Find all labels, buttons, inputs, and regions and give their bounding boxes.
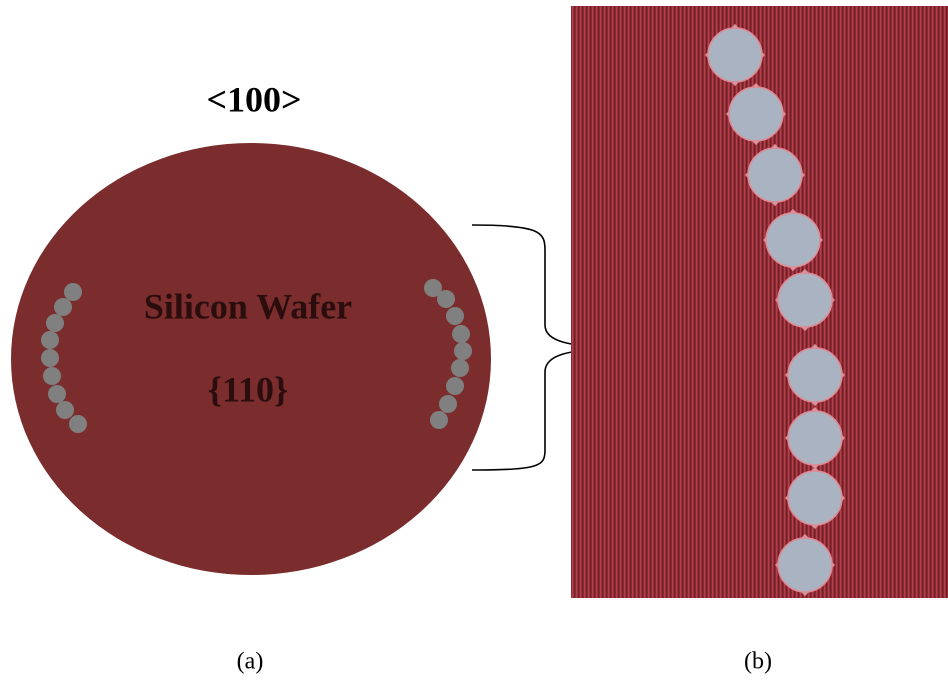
caption-a: (a) <box>237 649 264 675</box>
caption-b: (b) <box>744 649 772 675</box>
wafer-label: Silicon Wafer <box>144 286 352 326</box>
plane-label: {110} <box>208 369 288 409</box>
page: <100> Silicon Wafer {110} (a) (b) (() =>… <box>0 0 948 681</box>
orientation-label: <100> <box>206 79 301 119</box>
wafer <box>11 143 491 575</box>
figure: <100> Silicon Wafer {110} (a) (b) <box>0 0 948 681</box>
